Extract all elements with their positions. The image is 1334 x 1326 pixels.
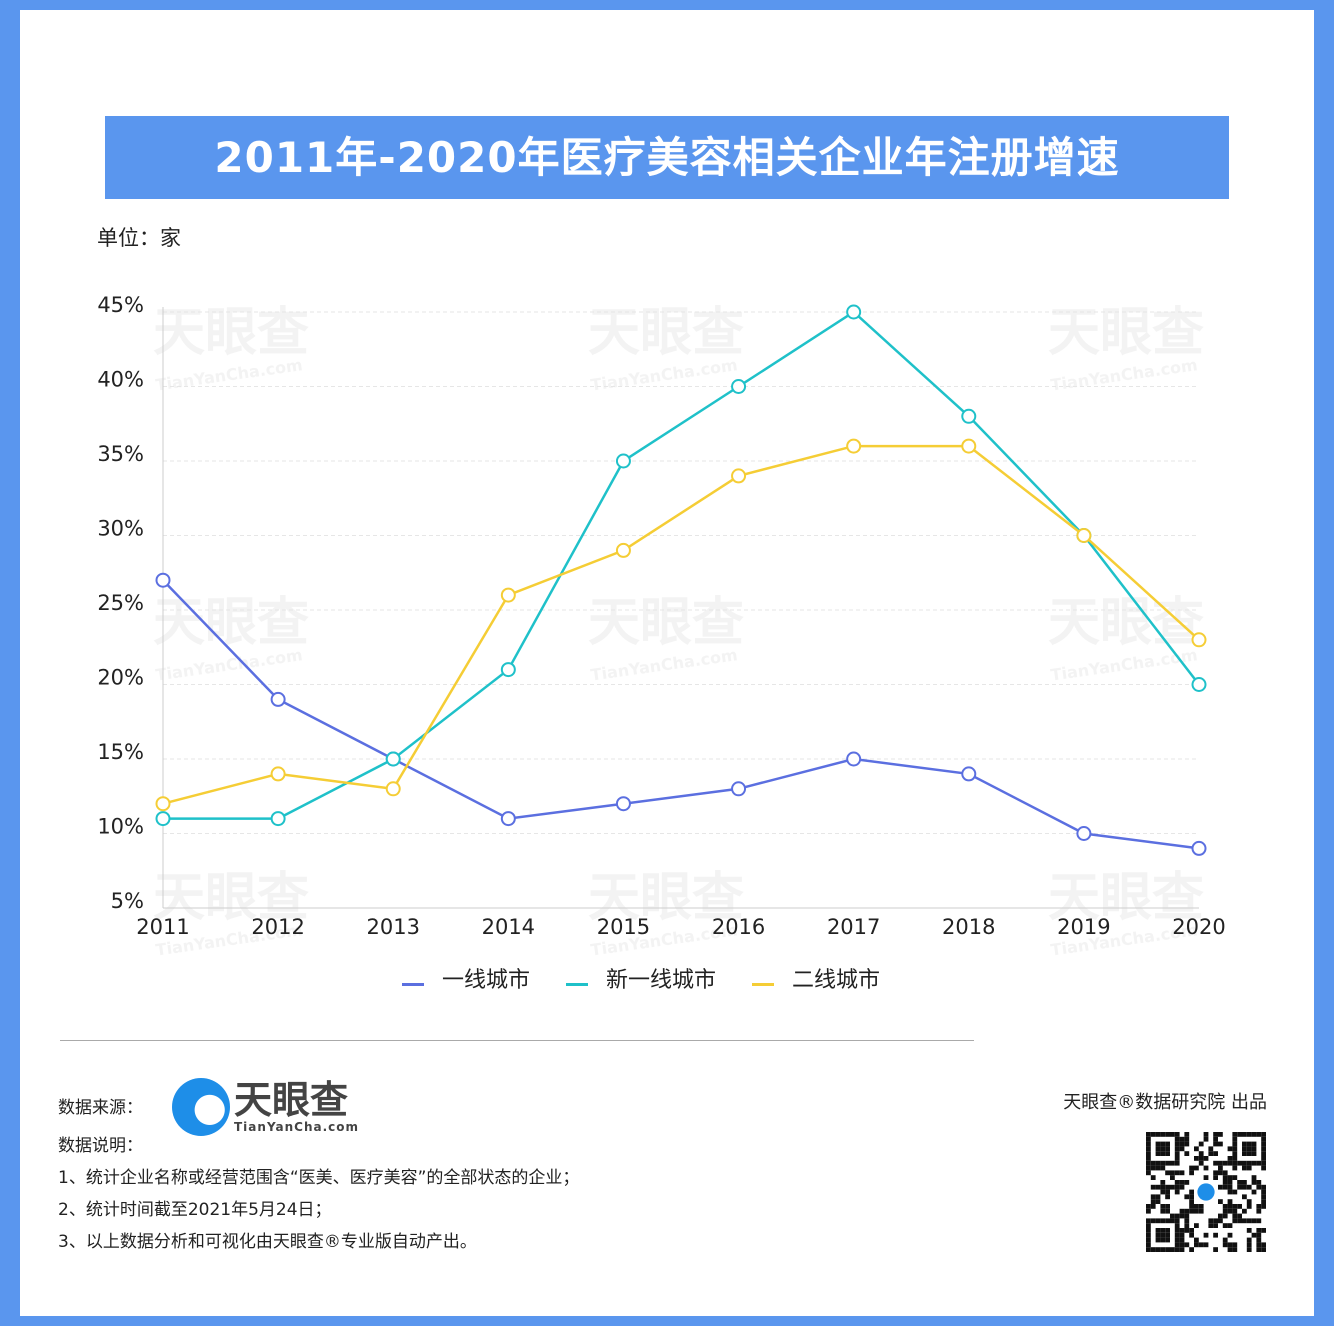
data-point	[155, 796, 171, 812]
infographic-card	[20, 10, 1314, 1316]
qr-code	[1146, 1132, 1266, 1252]
note-3: 3、以上数据分析和可视化由天眼查®专业版自动产出。	[58, 1232, 477, 1252]
data-point	[961, 438, 977, 454]
data-point	[731, 781, 747, 797]
logo-domain: TianYanCha.com	[234, 1120, 360, 1134]
y-tick-label: 40%	[97, 368, 144, 392]
data-point	[846, 304, 862, 320]
data-point	[500, 811, 516, 827]
data-point	[846, 438, 862, 454]
source-label: 数据来源：	[58, 1098, 143, 1118]
data-point	[155, 811, 171, 827]
y-tick-label: 30%	[97, 517, 144, 541]
y-tick-label: 15%	[97, 740, 144, 764]
data-point	[270, 691, 286, 707]
legend-label: 二线城市	[792, 968, 881, 993]
data-point	[500, 662, 516, 678]
legend-label: 一线城市	[442, 968, 531, 993]
x-tick-label: 2017	[827, 915, 880, 939]
y-tick-label: 35%	[97, 442, 144, 466]
data-point	[385, 751, 401, 767]
logo-icon	[172, 1078, 230, 1136]
series-line	[163, 310, 1200, 820]
x-tick-label: 2011	[136, 915, 189, 939]
x-tick-label: 2020	[1172, 915, 1225, 939]
data-point	[1191, 840, 1207, 856]
line-chart: 5% 10% 15% 20% 25% 30% 35% 40% 45% 2011 2012 2013 20…	[97, 293, 1225, 939]
legend-item: 二线城市	[750, 962, 880, 994]
data-point	[846, 751, 862, 767]
x-tick-label: 2015	[597, 915, 650, 939]
data-point	[615, 542, 631, 558]
y-tick-label: 5%	[111, 889, 144, 913]
series-line	[162, 444, 1200, 805]
data-point	[961, 766, 977, 782]
y-tick-label: 10%	[97, 815, 144, 839]
x-tick-label: 2014	[482, 915, 535, 939]
x-tick-label: 2018	[942, 915, 995, 939]
data-point	[1191, 677, 1207, 692]
producer-credit: 天眼查®数据研究院 出品	[1063, 1092, 1267, 1113]
y-tick-label: 20%	[97, 666, 144, 690]
legend-item: 新一线城市	[564, 962, 716, 994]
notes-label: 数据说明：	[58, 1136, 143, 1156]
y-tick-label: 45%	[97, 293, 144, 317]
note-2: 2、统计时间截至2021年5月24日；	[58, 1200, 332, 1220]
legend: 一线城市 新一线城市 二线城市	[400, 962, 914, 994]
x-tick-label: 2019	[1057, 915, 1110, 939]
data-point	[1191, 632, 1207, 648]
data-point	[961, 408, 977, 424]
page-title: 2011年-2020年医疗美容相关企业年注册增速	[105, 116, 1229, 199]
data-point	[1076, 528, 1092, 543]
x-tick-label: 2016	[712, 915, 765, 939]
divider	[60, 1040, 974, 1041]
series-line	[162, 579, 1200, 850]
data-point	[1076, 826, 1092, 841]
data-point	[615, 453, 631, 469]
legend-swatch	[752, 982, 775, 986]
data-point	[385, 781, 401, 797]
note-1: 1、统计企业名称或经营范围含“医美、医疗美容”的全部状态的企业；	[58, 1168, 580, 1188]
y-tick-label: 25%	[97, 591, 144, 615]
data-point	[500, 587, 516, 603]
logo-text: 天眼查	[234, 1078, 349, 1122]
legend-swatch	[566, 982, 589, 986]
data-point	[731, 379, 747, 394]
legend-swatch	[402, 982, 424, 986]
data-point	[615, 796, 631, 812]
data-point	[270, 811, 286, 827]
x-tick-label: 2013	[366, 915, 419, 939]
legend-item: 一线城市	[400, 962, 530, 994]
legend-label: 新一线城市	[606, 968, 717, 993]
data-point	[155, 572, 171, 588]
data-point	[731, 468, 747, 484]
qr-logo-icon	[1197, 1183, 1215, 1201]
unit-label: 单位：家	[97, 226, 181, 250]
x-tick-label: 2012	[251, 915, 304, 939]
data-point	[270, 766, 286, 782]
tianyancha-logo: 天眼查 TianYanCha.com	[172, 1078, 359, 1136]
